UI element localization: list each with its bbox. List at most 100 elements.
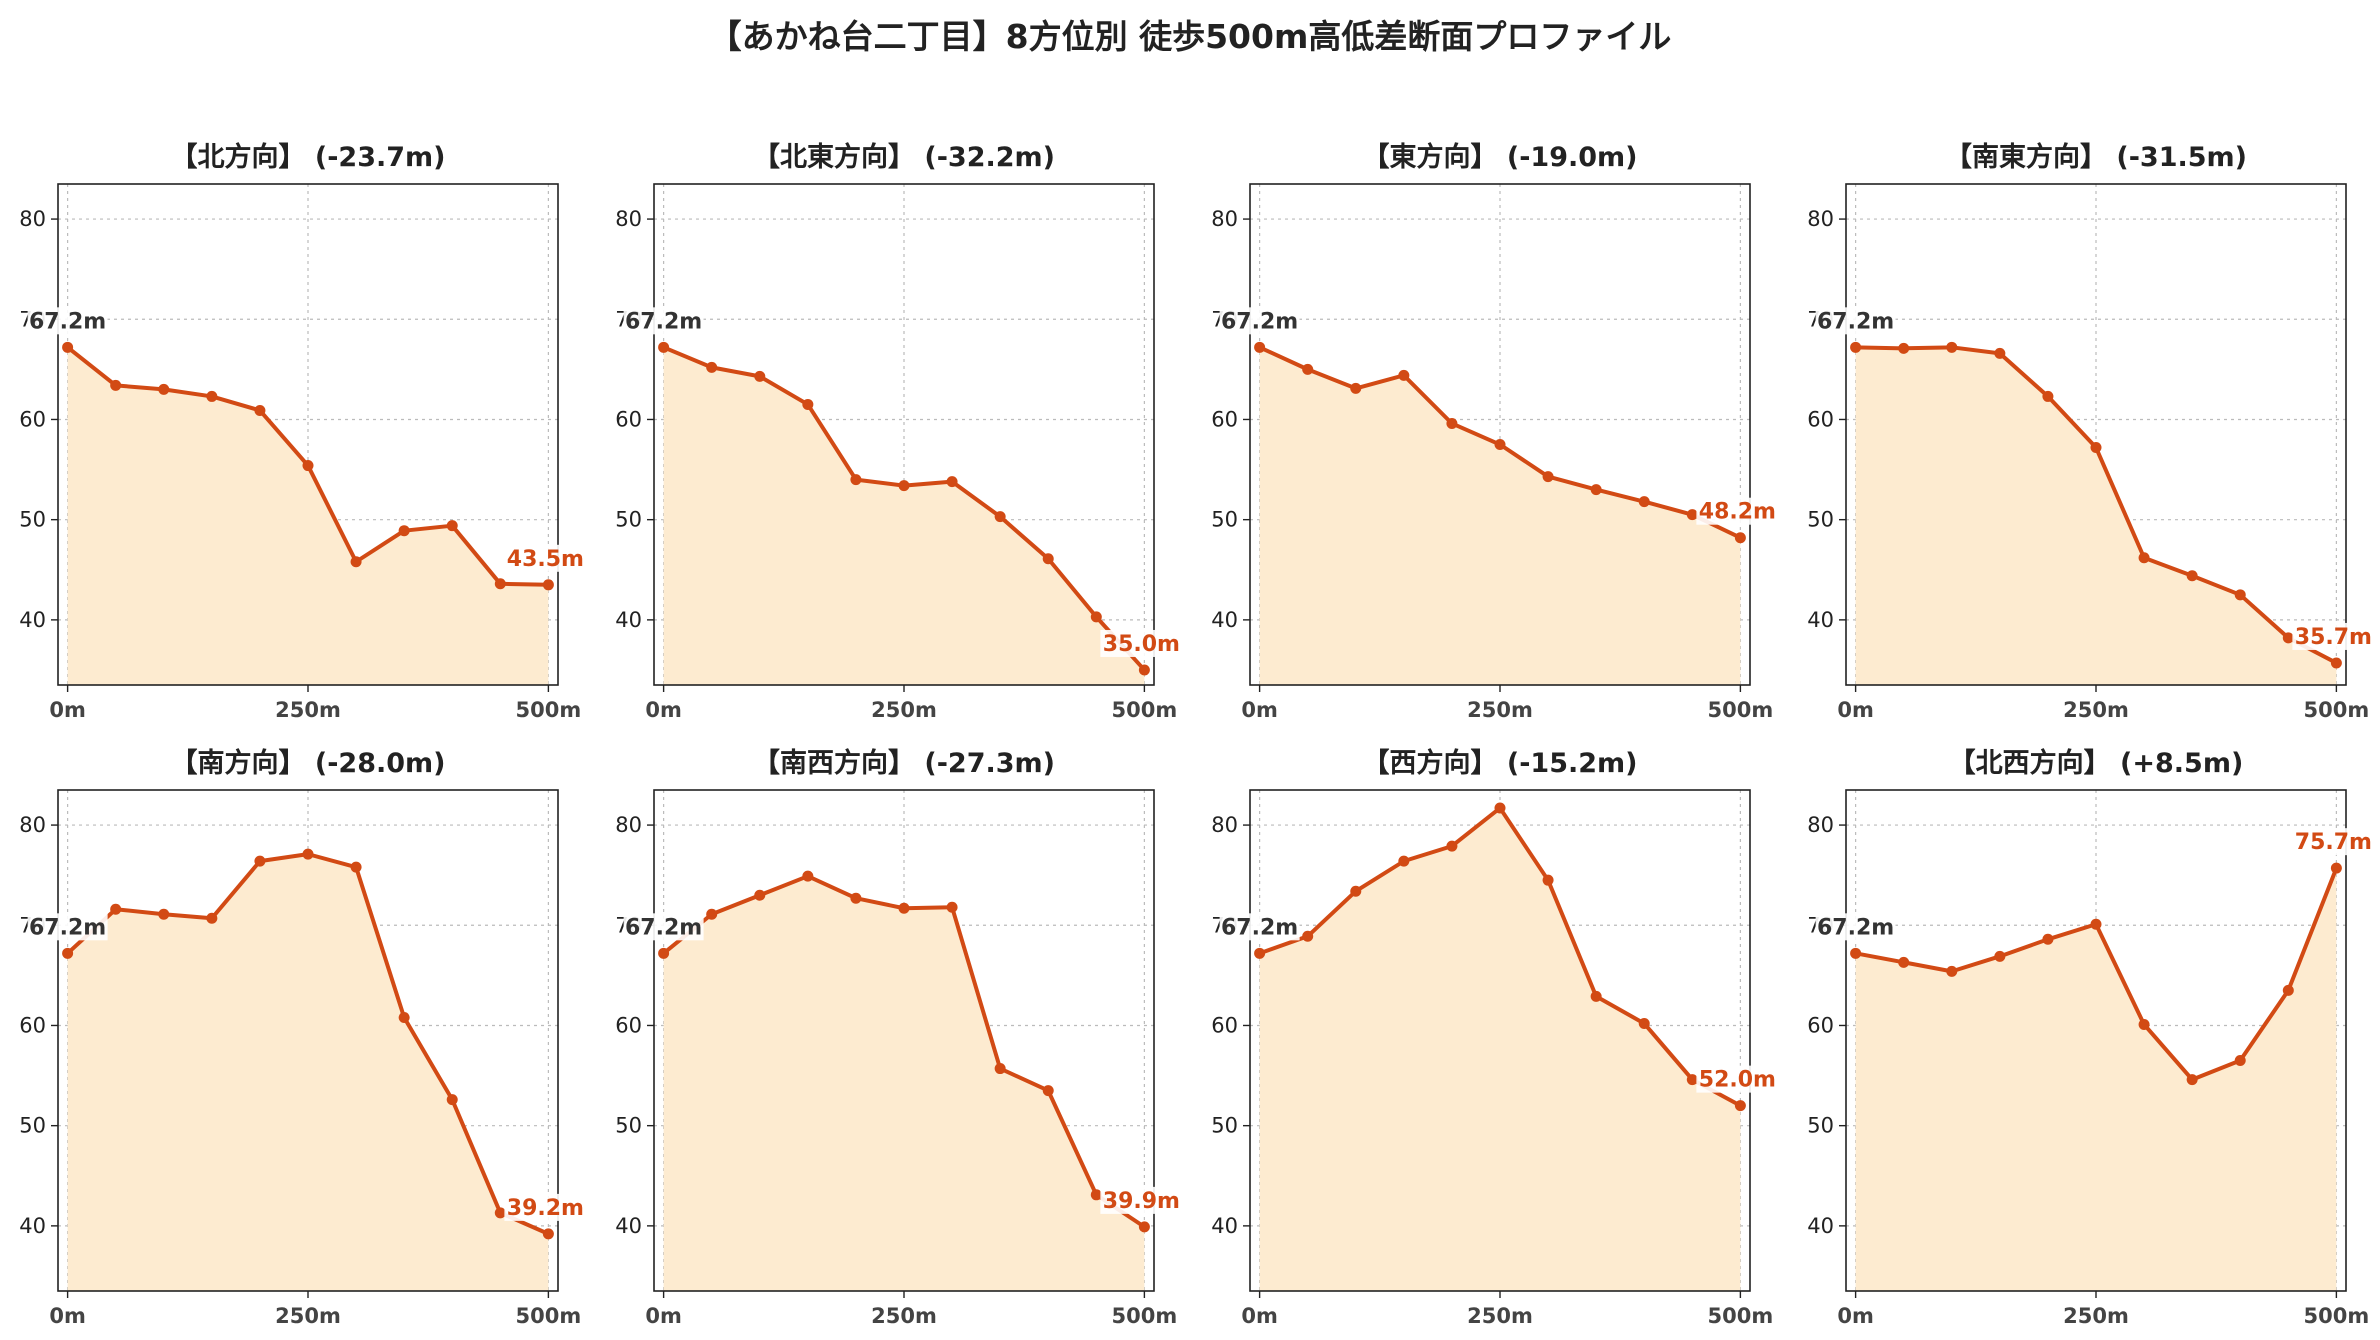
- elevation-area: [1259, 347, 1741, 685]
- x-tick-label: 250m: [1467, 698, 1533, 722]
- data-point: [110, 903, 122, 915]
- data-point: [2234, 1055, 2246, 1067]
- x-tick-label: 0m: [1837, 1304, 1874, 1328]
- chart-panel: 【北西方向】 (+8.5m)40506070800m250m500m67.2m7…: [1807, 747, 2375, 1328]
- data-point: [1254, 341, 1266, 353]
- elevation-area: [1259, 808, 1741, 1291]
- y-tick-label: 60: [1807, 1013, 1834, 1037]
- data-point: [2282, 632, 2294, 644]
- data-point: [398, 1011, 410, 1023]
- elevation-area: [67, 347, 549, 685]
- data-point: [2090, 442, 2102, 454]
- end-elevation-label: 39.9m: [1103, 1189, 1180, 1214]
- end-elevation-label: 52.0m: [1699, 1068, 1776, 1093]
- data-point: [2042, 390, 2054, 402]
- data-point: [1494, 439, 1506, 451]
- data-point: [850, 892, 862, 904]
- data-point: [1850, 341, 1862, 353]
- elevation-area: [1855, 347, 2337, 685]
- x-tick-label: 0m: [645, 698, 682, 722]
- x-tick-label: 500m: [516, 698, 582, 722]
- data-point: [302, 848, 314, 860]
- x-tick-label: 500m: [1708, 1304, 1774, 1328]
- start-elevation-label: 67.2m: [29, 915, 106, 940]
- data-point: [1090, 611, 1102, 623]
- data-point: [2042, 933, 2054, 945]
- data-point: [158, 383, 170, 395]
- start-label-box: [623, 307, 704, 335]
- data-point: [946, 476, 958, 488]
- x-tick-label: 250m: [2063, 1304, 2129, 1328]
- start-elevation-label: 67.2m: [625, 915, 702, 940]
- data-point: [1350, 382, 1362, 394]
- chart-panel: 【南方向】 (-28.0m)40506070800m250m500m67.2m3…: [19, 747, 587, 1328]
- start-elevation-label: 67.2m: [1817, 309, 1894, 334]
- x-tick-label: 0m: [1241, 1304, 1278, 1328]
- data-point: [1734, 532, 1746, 544]
- data-point: [994, 1063, 1006, 1075]
- data-point: [2090, 918, 2102, 930]
- x-tick-label: 500m: [1112, 698, 1178, 722]
- data-point: [1494, 802, 1506, 814]
- data-point: [2138, 552, 2150, 564]
- data-point: [446, 1094, 458, 1106]
- y-tick-label: 80: [1211, 813, 1238, 837]
- data-point: [62, 341, 74, 353]
- x-tick-label: 250m: [1467, 1304, 1533, 1328]
- chart-panel: 【西方向】 (-15.2m)40506070800m250m500m67.2m5…: [1211, 747, 1779, 1328]
- y-tick-label: 60: [615, 1013, 642, 1037]
- data-point: [254, 404, 266, 416]
- y-tick-label: 40: [1211, 1214, 1238, 1238]
- x-tick-label: 0m: [1241, 698, 1278, 722]
- y-tick-label: 80: [1807, 207, 1834, 231]
- data-point: [1946, 341, 1958, 353]
- y-tick-label: 60: [1211, 407, 1238, 431]
- data-point: [1302, 363, 1314, 375]
- subplot-title: 【南西方向】 (-27.3m): [753, 747, 1055, 779]
- y-tick-label: 40: [615, 1214, 642, 1238]
- data-point: [1042, 1085, 1054, 1097]
- x-tick-label: 0m: [49, 698, 86, 722]
- end-label-box: [2292, 622, 2375, 650]
- y-tick-label: 50: [615, 508, 642, 532]
- y-tick-label: 80: [615, 813, 642, 837]
- start-label-box: [623, 913, 704, 941]
- data-point: [2138, 1018, 2150, 1030]
- subplot-title: 【南方向】 (-28.0m): [170, 747, 445, 779]
- end-label-box: [1100, 629, 1183, 657]
- y-tick-label: 50: [1807, 508, 1834, 532]
- y-tick-label: 50: [615, 1114, 642, 1138]
- end-elevation-label: 75.7m: [2295, 830, 2372, 855]
- x-tick-label: 500m: [516, 1304, 582, 1328]
- data-point: [1042, 553, 1054, 565]
- start-label-box: [1815, 307, 1896, 335]
- end-label-box: [504, 544, 587, 572]
- data-point: [1398, 369, 1410, 381]
- data-point: [1638, 1017, 1650, 1029]
- y-tick-label: 40: [615, 608, 642, 632]
- data-point: [542, 1228, 554, 1240]
- data-point: [1898, 342, 1910, 354]
- data-point: [1446, 840, 1458, 852]
- x-tick-label: 250m: [871, 698, 937, 722]
- data-point: [398, 525, 410, 537]
- data-point: [542, 579, 554, 591]
- start-elevation-label: 67.2m: [1221, 915, 1298, 940]
- y-tick-label: 80: [19, 813, 46, 837]
- data-point: [206, 390, 218, 402]
- data-point: [658, 341, 670, 353]
- data-point: [494, 578, 506, 590]
- end-label-box: [1100, 1186, 1183, 1214]
- y-tick-label: 60: [1807, 407, 1834, 431]
- chart-panel: 【東方向】 (-19.0m)40506070800m250m500m67.2m4…: [1211, 141, 1779, 722]
- data-point: [1542, 471, 1554, 483]
- data-point: [1398, 855, 1410, 867]
- y-tick-label: 50: [1807, 1114, 1834, 1138]
- y-tick-label: 80: [1807, 813, 1834, 837]
- end-label-box: [2292, 828, 2375, 856]
- data-point: [802, 398, 814, 410]
- data-point: [1994, 950, 2006, 962]
- data-point: [62, 947, 74, 959]
- elevation-area: [663, 876, 1145, 1291]
